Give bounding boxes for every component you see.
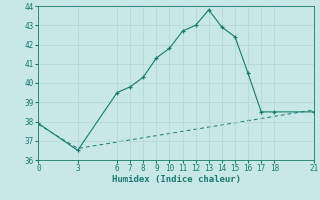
X-axis label: Humidex (Indice chaleur): Humidex (Indice chaleur) — [111, 175, 241, 184]
